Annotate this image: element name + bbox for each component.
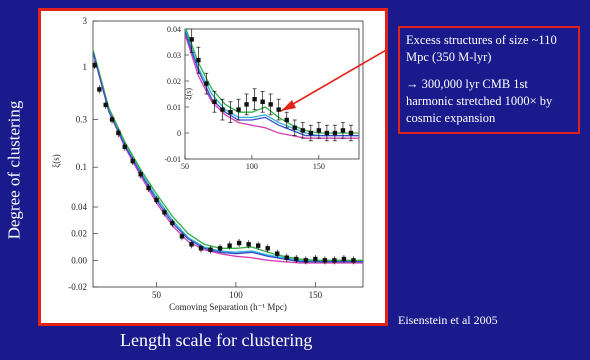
main-data-point xyxy=(322,258,328,263)
inset-data-point xyxy=(244,102,249,107)
main-data-point xyxy=(217,246,223,251)
main-data-point xyxy=(116,130,121,136)
main-data-point xyxy=(227,243,232,248)
main-data-point xyxy=(236,240,242,246)
main-data-point xyxy=(284,255,289,260)
main-data-point xyxy=(109,117,115,122)
inset-data-point xyxy=(292,125,297,130)
inset-y-tick-label: 0.04 xyxy=(167,25,181,34)
main-x-axis-label: Comoving Separation (h⁻¹ Mpc) xyxy=(169,302,287,312)
inset-data-point xyxy=(220,107,225,112)
main-data-point xyxy=(303,258,309,263)
main-y-tick-label: 0.02 xyxy=(71,229,87,239)
slide-x-label: Length scale for clustering xyxy=(120,330,313,350)
main-y-tick-label: 3 xyxy=(83,16,88,26)
inset-y-tick-label: 0.01 xyxy=(167,103,181,112)
inset-data-point xyxy=(204,81,209,86)
main-y-tick-label: 0.1 xyxy=(76,162,87,172)
inset-data-point xyxy=(268,102,273,107)
main-data-point xyxy=(154,197,159,203)
inset-data-point xyxy=(348,130,354,136)
inset-y-tick-label: -0.01 xyxy=(164,155,181,164)
callout-line-1: Excess structures of size ~110 Mpc (350 … xyxy=(406,33,557,64)
main-data-point xyxy=(246,242,251,247)
figure-frame: 3 1 0.3 0.1 0.04 0.02 0.00 -0.02 50 100 150 Comovin… xyxy=(38,8,388,326)
main-data-point xyxy=(103,102,108,108)
inset-series-group xyxy=(185,29,359,142)
inset-data-point xyxy=(324,130,330,136)
inset-x-tick-label: 100 xyxy=(246,162,258,171)
main-data-point xyxy=(208,247,213,252)
main-data-point xyxy=(351,258,356,263)
inset-data-point xyxy=(196,58,201,63)
inset-y-tick-label: 0.02 xyxy=(167,77,181,86)
main-data-point xyxy=(179,234,185,239)
main-y-tick-label: 0.3 xyxy=(76,115,88,125)
inset-y-tick-label: 0.03 xyxy=(167,51,181,60)
callout-box: Excess structures of size ~110 Mpc (350 … xyxy=(398,26,580,135)
inset-y-tick-label: 0 xyxy=(177,129,181,138)
main-series-group xyxy=(93,49,363,264)
main-data-point xyxy=(265,246,270,251)
main-data-point xyxy=(198,246,204,251)
main-data-point xyxy=(189,242,194,247)
inset-y-axis-label: ξ(s) xyxy=(184,88,193,100)
main-y-tick-label: -0.02 xyxy=(68,282,87,292)
correlation-chart: 3 1 0.3 0.1 0.04 0.02 0.00 -0.02 50 100 150 Comovin… xyxy=(51,16,385,312)
main-series-line-3 xyxy=(93,49,363,261)
inset-data-point xyxy=(308,130,314,136)
main-data-point xyxy=(294,256,299,262)
main-data-point xyxy=(92,62,97,68)
inset-data-point xyxy=(316,128,322,133)
main-data-point xyxy=(255,243,261,248)
inset-data-point xyxy=(340,128,346,133)
inset-data-point xyxy=(236,107,241,112)
main-data-point xyxy=(138,172,143,177)
main-x-tick-label: 50 xyxy=(152,290,162,300)
citation: Eisenstein et al 2005 xyxy=(398,313,498,327)
main-data-point xyxy=(130,158,135,164)
main-y-axis-label: ξ(s) xyxy=(51,154,61,168)
main-data-point xyxy=(341,256,347,262)
inset-data-point xyxy=(300,128,305,133)
main-data-point xyxy=(170,220,175,226)
main-data-point xyxy=(313,256,318,262)
callout-arrow-head xyxy=(281,100,296,111)
main-y-tick-label: 0.00 xyxy=(71,255,87,265)
inset-data-point xyxy=(276,107,281,112)
inset-data-point xyxy=(332,130,338,136)
inset-data-point xyxy=(252,97,257,102)
callout-line-2: → 300,000 lyr CMB 1st harmonic stretched… xyxy=(406,76,553,125)
main-series-line-4 xyxy=(93,51,363,263)
slide-y-label: Degree of clustering xyxy=(0,30,28,310)
main-data-point xyxy=(332,258,337,263)
inset-x-tick-label: 150 xyxy=(313,162,325,171)
callout-arrow-line xyxy=(280,49,385,112)
slide-y-label-text: Degree of clustering xyxy=(4,100,23,240)
inset-data-point xyxy=(260,99,265,104)
main-x-tick-label: 150 xyxy=(309,290,323,300)
inset-x-tick-label: 50 xyxy=(181,162,189,171)
inset-data-point xyxy=(189,37,194,42)
inset-data-point xyxy=(228,110,233,115)
main-data-point xyxy=(122,144,127,150)
main-x-tick-label: 100 xyxy=(229,290,243,300)
main-data-point xyxy=(97,87,102,92)
main-plot-frame xyxy=(92,20,364,288)
inset-data-point xyxy=(284,117,289,123)
inset-data-point xyxy=(212,99,217,104)
main-data-point xyxy=(162,210,167,215)
main-y-tick-label: 0.04 xyxy=(71,202,87,212)
main-series-line-1 xyxy=(93,52,363,264)
main-data-point xyxy=(275,251,280,256)
main-data-point xyxy=(146,185,151,191)
inset-plot-frame xyxy=(184,28,360,160)
main-y-tick-label: 1 xyxy=(83,62,88,72)
